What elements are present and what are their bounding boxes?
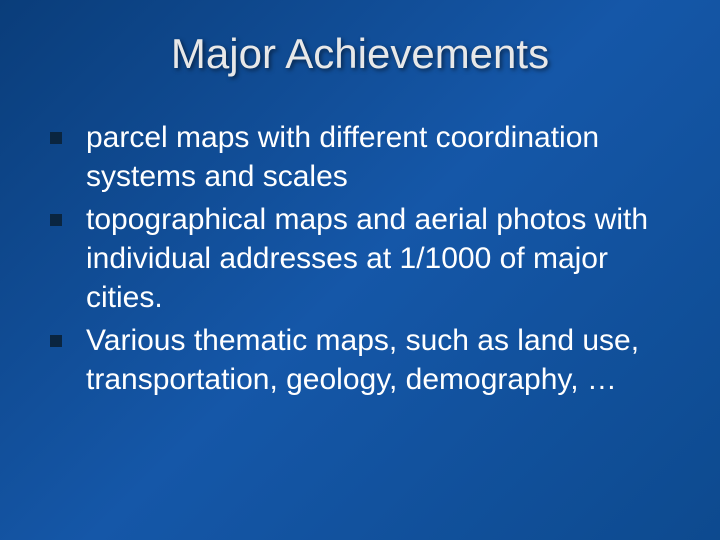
bullet-marker-icon — [50, 214, 62, 226]
bullet-marker-icon — [50, 335, 62, 347]
bullet-text: parcel maps with different coordination … — [86, 118, 680, 196]
bullet-marker-icon — [50, 132, 62, 144]
slide-container: Major Achievements parcel maps with diff… — [0, 0, 720, 540]
bullet-item: Various thematic maps, such as land use,… — [50, 321, 680, 399]
slide-content: parcel maps with different coordination … — [0, 118, 720, 399]
bullet-item: parcel maps with different coordination … — [50, 118, 680, 196]
slide-title: Major Achievements — [0, 0, 720, 118]
bullet-text: topographical maps and aerial photos wit… — [86, 200, 680, 317]
bullet-item: topographical maps and aerial photos wit… — [50, 200, 680, 317]
bullet-text: Various thematic maps, such as land use,… — [86, 321, 680, 399]
